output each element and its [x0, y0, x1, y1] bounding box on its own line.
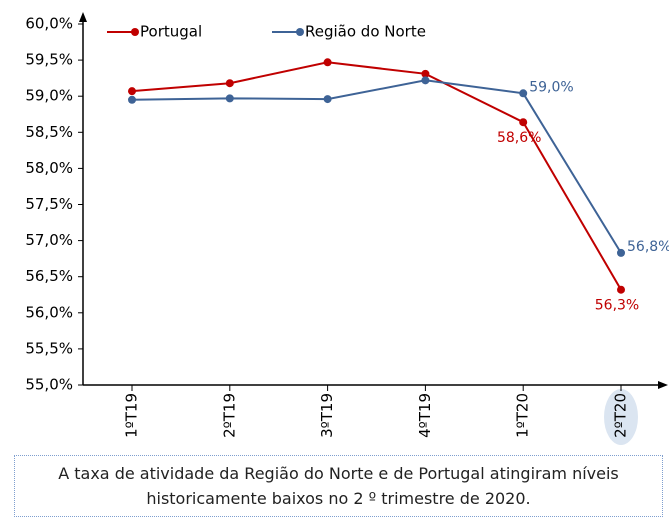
value-label: 59,0% — [529, 79, 573, 95]
point — [128, 95, 136, 104]
x-tick-label: 2ºT20 — [612, 393, 630, 438]
y-tick-label: 59,5% — [25, 51, 73, 69]
y-tick-label: 59,0% — [25, 87, 73, 105]
x-tick-label: 1ºT19 — [123, 393, 141, 438]
series-line — [131, 79, 622, 254]
point — [421, 69, 430, 78]
point — [225, 94, 234, 103]
point — [323, 95, 332, 104]
point — [519, 118, 528, 127]
legend-marker — [296, 28, 304, 36]
x-tick-label: 1ºT20 — [514, 393, 532, 438]
point — [519, 89, 528, 98]
y-tick-label: 55,0% — [25, 376, 73, 394]
point — [323, 58, 332, 67]
point — [128, 87, 136, 96]
y-tick-label: 58,0% — [25, 159, 73, 177]
y-tick-label: 55,5% — [25, 339, 73, 357]
y-tick-label: 57,5% — [25, 195, 73, 213]
y-tick-label: 56,0% — [25, 303, 73, 321]
y-tick-label: 56,5% — [25, 267, 73, 285]
chart: 55,0% 55,5% 56,0% 56,5% 57,0% 57,5% 58,0% 58,5%… — [25, 12, 669, 445]
point — [617, 248, 625, 257]
x-tick-label: 4ºT19 — [416, 393, 434, 438]
highlight — [604, 389, 638, 445]
y-tick-label: 58,5% — [25, 123, 73, 141]
y-tick-label: 60,0% — [25, 15, 73, 33]
series-line — [131, 61, 622, 291]
legend-label: Região do Norte — [305, 23, 426, 41]
point — [421, 76, 430, 85]
value-label: 56,8% — [627, 239, 669, 255]
x-tick-label: 2ºT19 — [220, 393, 238, 438]
point — [617, 285, 625, 294]
y-axis-arrow — [79, 12, 87, 22]
value-label: 58,6% — [497, 130, 541, 146]
point — [225, 79, 234, 88]
x-tick-label: 3ºT19 — [318, 393, 336, 438]
legend-label: Portugal — [140, 23, 202, 41]
value-label: 56,3% — [595, 298, 639, 314]
x-axis-arrow — [658, 381, 668, 389]
y-tick-label: 57,0% — [25, 231, 73, 249]
legend-marker — [131, 28, 139, 36]
note: A taxa de atividade da Região do Norte e… — [14, 455, 663, 517]
